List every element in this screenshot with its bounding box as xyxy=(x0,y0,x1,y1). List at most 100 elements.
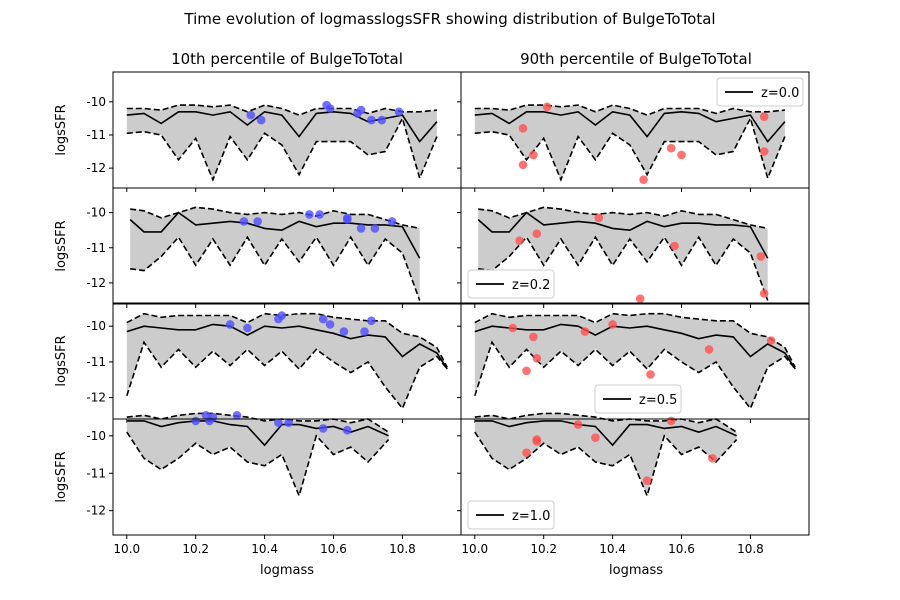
upper-percentile-line xyxy=(126,312,448,368)
data-point xyxy=(518,124,528,133)
median-line xyxy=(126,323,448,370)
data-point xyxy=(343,425,352,435)
data-point xyxy=(646,370,655,379)
x-tick-label: 10.6 xyxy=(668,542,695,556)
data-point xyxy=(532,229,542,238)
percentile-band xyxy=(474,105,785,180)
y-tick-label: -10 xyxy=(86,206,106,220)
data-point xyxy=(305,210,314,219)
data-point xyxy=(256,115,266,125)
upper-percentile-line xyxy=(474,312,796,368)
data-point xyxy=(580,327,590,336)
data-point xyxy=(253,217,262,226)
data-point xyxy=(639,175,648,184)
y-tick-label: -11 xyxy=(86,355,106,369)
percentile-band xyxy=(126,413,389,496)
percentile-band xyxy=(474,413,737,496)
y-axis-label: logsSFR xyxy=(54,220,69,271)
lower-percentile-line xyxy=(126,116,438,182)
median-line xyxy=(477,211,769,259)
data-point xyxy=(518,160,528,170)
x-tick-label: 10.2 xyxy=(530,542,557,556)
y-axis-label: logsSFR xyxy=(54,104,69,155)
y-tick-label: -12 xyxy=(86,504,106,518)
lower-percentile-line xyxy=(126,340,448,410)
percentile-band xyxy=(126,313,448,409)
data-point xyxy=(756,252,766,261)
x-tick-label: 10.8 xyxy=(389,542,416,556)
data-point xyxy=(360,327,369,336)
data-point xyxy=(356,105,366,115)
data-point xyxy=(522,448,531,458)
median-line xyxy=(474,323,796,370)
data-point xyxy=(243,323,252,333)
data-point xyxy=(367,115,376,125)
data-point xyxy=(225,320,235,329)
data-point xyxy=(515,236,524,245)
lower-percentile-line xyxy=(474,340,796,410)
data-point xyxy=(208,412,218,422)
y-tick-label: -10 xyxy=(86,429,106,443)
data-point xyxy=(608,320,617,329)
x-axis-label-right: logmass xyxy=(609,563,663,578)
x-axis-label-left: logmass xyxy=(260,563,314,578)
data-point xyxy=(325,104,335,113)
data-point xyxy=(532,354,542,363)
column-title-left: 10th percentile of BulgeToTotal xyxy=(171,50,403,68)
data-point xyxy=(529,332,538,342)
upper-percentile-line xyxy=(474,104,785,116)
data-point xyxy=(315,210,325,219)
data-point xyxy=(666,143,676,153)
figure-title: Time evolution of logmasslogsSFR showing… xyxy=(183,10,715,28)
y-tick-label: -12 xyxy=(86,161,106,175)
panel-row1-right: z=0.2 xyxy=(457,187,810,308)
x-tick-label: 10.0 xyxy=(113,542,140,556)
panel-frame xyxy=(460,418,810,536)
x-tick-label: 10.4 xyxy=(599,542,626,556)
median-line xyxy=(474,110,786,143)
x-tick-label: 10.0 xyxy=(461,542,488,556)
data-point xyxy=(339,327,349,336)
data-point xyxy=(591,433,600,443)
panel-row1-left: -10 -11 -12 logsSFR xyxy=(54,187,462,308)
median-line xyxy=(129,211,421,259)
legend-box xyxy=(594,384,682,414)
column-title-right: 90th percentile of BulgeToTotal xyxy=(520,50,752,68)
data-point xyxy=(367,316,376,326)
y-tick-label: -10 xyxy=(86,95,106,109)
data-point xyxy=(343,215,352,224)
data-point xyxy=(239,217,249,226)
legend: z=0.2 xyxy=(467,269,555,299)
panel-row0-right: z=0.0 xyxy=(457,71,810,192)
data-point xyxy=(704,345,714,354)
y-tick-label: -10 xyxy=(86,319,106,333)
legend: z=0.5 xyxy=(594,384,682,414)
data-point xyxy=(766,336,776,345)
x-tick-label: 10.4 xyxy=(251,542,278,556)
data-point xyxy=(356,224,366,233)
y-axis-label: logsSFR xyxy=(54,335,69,386)
data-point xyxy=(232,411,242,420)
x-tick-label: 10.8 xyxy=(737,542,764,556)
data-point xyxy=(529,150,538,160)
data-point xyxy=(677,150,686,160)
data-point xyxy=(284,418,294,428)
percentile-band xyxy=(126,105,437,180)
data-point xyxy=(318,314,328,324)
median-line xyxy=(126,420,389,447)
legend-box xyxy=(716,77,804,107)
data-point xyxy=(666,416,676,426)
legend-box xyxy=(467,500,555,530)
data-point xyxy=(759,289,769,298)
panel-frame xyxy=(460,187,810,305)
subplots-grid: -10 -11 -12 logsSFR z=0.0 -10 -11 -12 logsSFR z=0… xyxy=(54,71,810,556)
data-point xyxy=(318,424,328,433)
data-point xyxy=(191,416,200,426)
data-point xyxy=(594,213,604,223)
data-point xyxy=(394,107,404,117)
lower-percentile-line xyxy=(126,431,390,499)
y-tick-label: -11 xyxy=(86,466,106,480)
percentile-band xyxy=(478,207,768,301)
lower-percentile-line xyxy=(474,431,738,499)
